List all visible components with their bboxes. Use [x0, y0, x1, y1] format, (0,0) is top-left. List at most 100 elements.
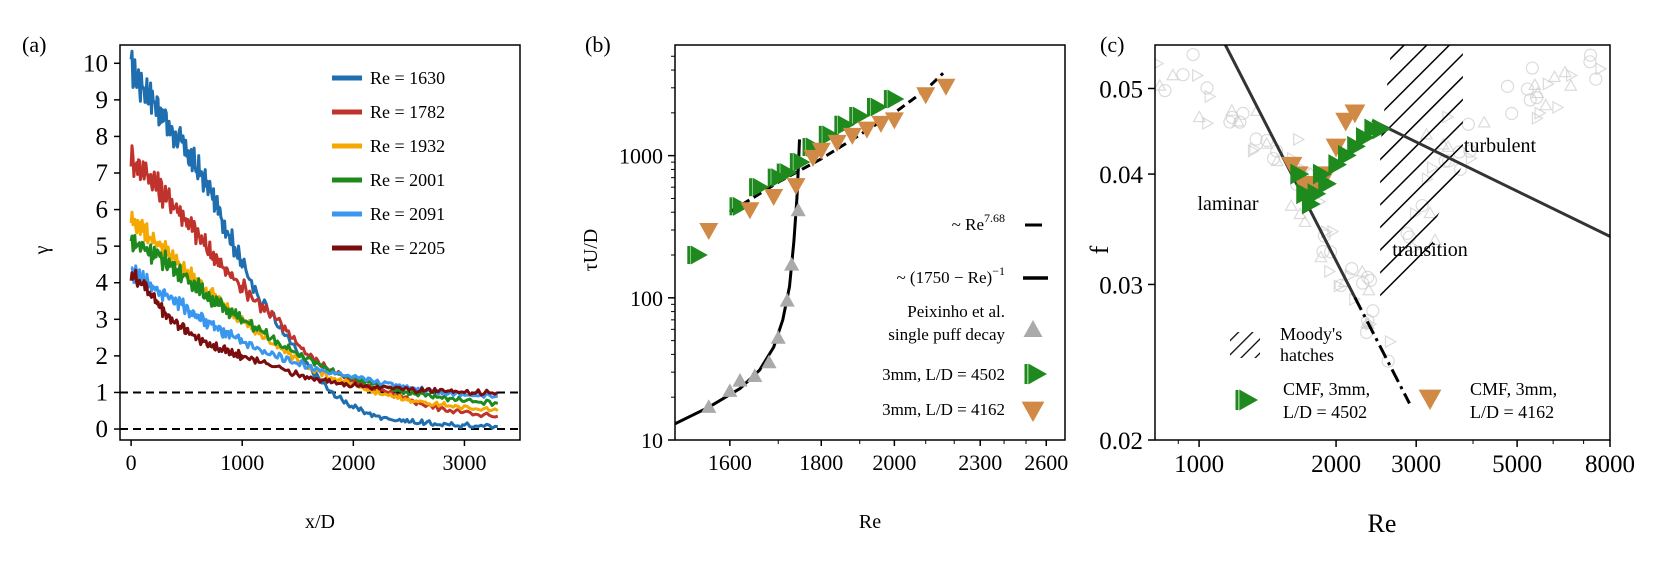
reference-line-2: [1371, 119, 1610, 238]
y-tick-label-2: 1000: [619, 144, 663, 169]
literature-point: [1565, 68, 1579, 83]
legend-fit-label-1: ~ (1750 − Re)−1: [896, 264, 1005, 287]
point-0-1: [722, 383, 738, 397]
point-2-9: [871, 115, 891, 133]
x-tick-label-2: 3000: [1391, 451, 1441, 478]
panel-b-xlabel: Re: [859, 511, 881, 533]
literature-point: [1361, 313, 1375, 328]
annotation-2: transition: [1392, 239, 1468, 261]
cmf-point-0-6: [1325, 138, 1347, 158]
y-tick-label-0: 0.02: [1099, 428, 1143, 455]
literature-point: [1589, 72, 1603, 86]
literature-point: [1477, 115, 1491, 128]
point-1-1: [733, 196, 750, 216]
literature-point: [1525, 61, 1539, 75]
literature-point: [1564, 78, 1578, 91]
y-tick-label-2: 2: [96, 343, 109, 370]
literature-point: [1249, 142, 1262, 156]
literature-point: [1500, 79, 1515, 93]
cmf-point-1-4: [1312, 163, 1332, 185]
literature-point: [1583, 55, 1597, 69]
point-0-8: [790, 202, 806, 217]
literature-point: [1324, 264, 1337, 279]
point-0-7: [784, 257, 800, 271]
literature-point: [1334, 278, 1348, 293]
point-1-0: [690, 245, 708, 265]
point-1-5: [793, 152, 811, 172]
literature-point: [1465, 151, 1478, 166]
legend-green-label-0: CMF, 3mm,: [1283, 379, 1370, 399]
y-tick-label-10: 10: [83, 50, 108, 77]
legend-series-label-2: 3mm, L/D = 4162: [882, 400, 1005, 419]
point-2-3: [786, 178, 806, 196]
panel-b-label: (b): [585, 32, 611, 57]
point-0-2: [732, 372, 748, 387]
literature-point: [1223, 115, 1237, 129]
literature-point: [1558, 65, 1572, 78]
literature-point: [1384, 334, 1397, 349]
point-1-4: [780, 163, 798, 183]
legend-green-marker: [1239, 389, 1258, 411]
point-0-6: [779, 292, 795, 307]
literature-point: [1461, 117, 1475, 131]
panel-b-legend: ~ Re7.68 ~ (1750 − Re)−1 Peixinho et al. si…: [882, 211, 1048, 422]
literature-point: [1155, 78, 1167, 91]
literature-point: [1314, 250, 1328, 263]
legend-series-marker-1: [1028, 363, 1047, 385]
annotation-0: laminar: [1197, 193, 1258, 215]
literature-point: [1298, 215, 1312, 228]
point-0-5: [770, 330, 786, 344]
legend-hatch-label-0: Moody's: [1280, 324, 1342, 344]
literature-point: [1247, 144, 1260, 158]
panel-b-frame: [674, 44, 1066, 441]
legend-orange-marker: [1418, 389, 1442, 410]
legend-label-4: Re = 2091: [370, 204, 445, 224]
legend-orange-label-0: CMF, 3mm,: [1470, 379, 1557, 399]
legend-hatch-swatch: [1230, 332, 1260, 358]
y-tick-label-0: 0: [96, 416, 109, 443]
literature-point: [1166, 68, 1180, 81]
point-2-1: [740, 202, 760, 220]
literature-point: [1233, 115, 1247, 129]
panel-b-plot-area: [675, 72, 956, 426]
literature-point: [1539, 98, 1553, 111]
cmf-point-1-0: [1290, 163, 1310, 185]
y-tick-label-3: 3: [96, 306, 109, 333]
point-0-0: [701, 399, 717, 413]
x-tick-label-0: 1600: [708, 450, 752, 475]
legend-series-label-1: 3mm, L/D = 4502: [882, 365, 1005, 384]
panel-a-legend: Re = 1630 Re = 1782 Re = 1932 Re = 2001 Re =…: [332, 68, 445, 258]
point-1-2: [752, 177, 770, 197]
x-tick-label-1: 1800: [799, 450, 843, 475]
point-2-2: [764, 189, 784, 207]
panel-c-xlabel: Re: [1368, 509, 1397, 538]
literature-point: [1327, 224, 1340, 239]
x-tick-label-0: 0: [126, 450, 137, 475]
literature-point: [1192, 68, 1205, 83]
literature-point: [1202, 116, 1215, 131]
point-2-4: [803, 149, 823, 167]
panel-a: (a) 0 1000 2000 3000 0 1 2 3 4 5 6 7 8 9 10 x/D γ Re =…: [22, 32, 521, 533]
point-1-9: [852, 106, 870, 126]
cmf-point-1-11: [1372, 118, 1392, 140]
panel-c-ylabel: f: [1085, 245, 1114, 254]
literature-point: [1249, 132, 1263, 146]
reference-line-1: [1353, 296, 1411, 405]
y-tick-label-0: 10: [641, 428, 663, 453]
literature-point: [1362, 283, 1376, 296]
literature-point: [1355, 276, 1370, 290]
point-2-8: [857, 121, 877, 139]
x-tick-label-2: 2000: [331, 450, 375, 475]
point-1-11: [887, 89, 905, 109]
legend-green-label-1: L/D = 4502: [1283, 402, 1367, 422]
series-line-5: [129, 268, 499, 397]
reference-line-0: [1223, 45, 1357, 299]
panel-a-label: (a): [22, 32, 46, 57]
cmf-point-1-1: [1296, 183, 1315, 205]
literature-point: [1547, 70, 1562, 83]
moody-hatch-band: [1380, 45, 1463, 298]
point-2-12: [936, 78, 956, 96]
point-2-6: [827, 134, 847, 152]
panel-a-xlabel: x/D: [305, 511, 335, 533]
